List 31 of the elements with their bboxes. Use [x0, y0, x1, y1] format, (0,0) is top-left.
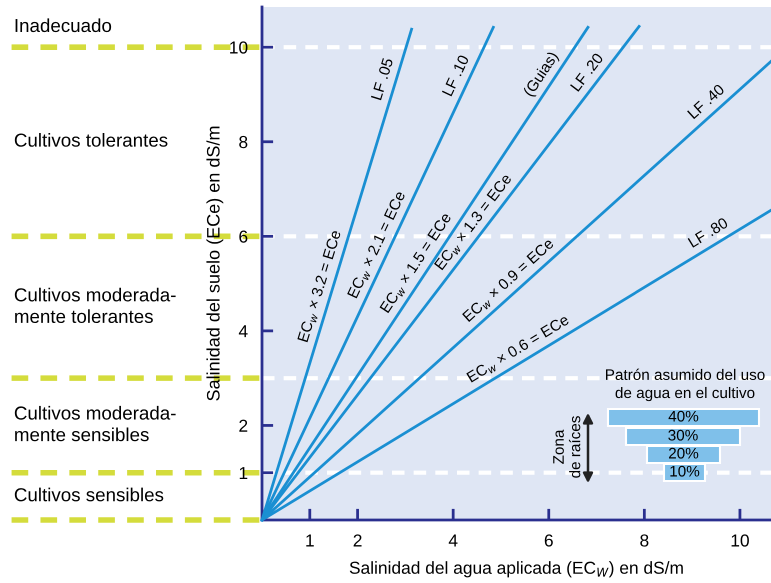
x-tick-label: 6 [544, 534, 553, 547]
text: Inadecuado [16, 18, 112, 32]
text: Cultivos tolerantes [14, 133, 168, 147]
text: Cultivos moderada- mente sensibles [14, 406, 176, 442]
annotation: Patrón asumido del uso de agua en el cultivo [606, 368, 765, 402]
x-tick-label: 4 [448, 534, 458, 546]
x-tick-label: 10 [732, 534, 749, 547]
x-axis-title: Salinidad del agua aplicada (EC$_{W}$) en dS/m [350, 561, 683, 578]
text: Cultivos sensibles [14, 488, 164, 502]
text: Cultivos moderada- mente tolerantes [14, 288, 176, 324]
x-tick-label: 1 [306, 534, 314, 546]
text: LF .05 [370, 58, 394, 100]
x-tick-label: 2 [354, 534, 362, 546]
y-tick-label: 8 [239, 136, 248, 148]
y-tick-label: 2 [239, 420, 248, 432]
y-tick-label: 4 [238, 325, 248, 338]
y-tick-label: 1 [240, 467, 248, 480]
annotation: 30% [668, 430, 698, 441]
text: LF .80 [688, 217, 729, 248]
annotation: 10% [670, 466, 700, 477]
y-tick-label: 6 [239, 230, 248, 243]
x-tick-label: 8 [640, 534, 648, 547]
annotation: 40% [668, 410, 698, 422]
text: LF .40 [686, 83, 726, 120]
annotation: Zona de raíces [553, 416, 580, 478]
y-axis-title: Salinidad del suelo (ECe) en dS/m [206, 126, 224, 401]
text: LF .20 [570, 52, 604, 92]
y-tick-label: 10 [230, 41, 248, 54]
text: LF .10 [442, 54, 470, 96]
annotation: EC$_{w}$ × 3.2 = ECe [297, 230, 344, 343]
annotation: 20% [668, 448, 698, 459]
